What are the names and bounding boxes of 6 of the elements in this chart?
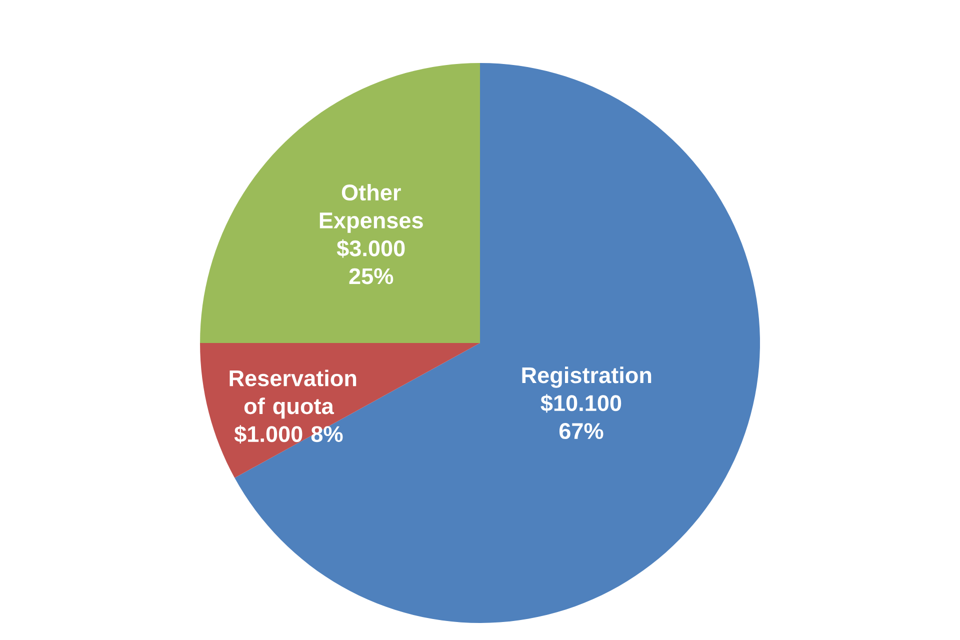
data-label: $3.000 25%	[336, 239, 405, 284]
slice-label: Other Expenses	[320, 184, 423, 233]
data-label: $10.100 67%	[540, 394, 622, 440]
slice-label: Registration	[522, 366, 652, 388]
slice-label: Reservation of quota	[230, 370, 356, 419]
data-label: $1.000 8%	[234, 425, 343, 444]
